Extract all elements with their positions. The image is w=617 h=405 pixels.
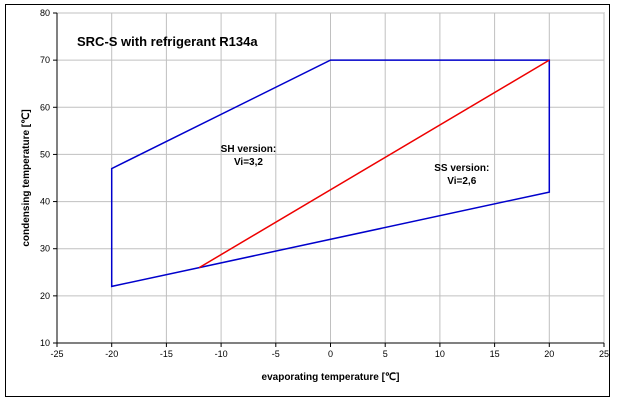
- x-tick-label: 0: [328, 349, 333, 359]
- y-axis-label: condensing temperature [℃]: [21, 109, 32, 246]
- x-tick-label: -20: [105, 349, 118, 359]
- chart-title: SRC-S with refrigerant R134a: [77, 34, 258, 49]
- y-tick-label: 10: [40, 338, 50, 348]
- y-tick-label: 20: [40, 291, 50, 301]
- annotation-label: Vi=2,6: [447, 176, 476, 187]
- x-tick-label: -10: [215, 349, 228, 359]
- annotations: SH version: Vi=3,2 SS version: Vi=2,6: [221, 144, 490, 187]
- envelope-polygon-blue: [110, 59, 551, 288]
- y-tick-label: 40: [40, 197, 50, 207]
- y-tick-label: 50: [40, 149, 50, 159]
- annotation-label: Vi=3,2: [234, 157, 263, 168]
- annotation-label: SS version:: [434, 163, 489, 174]
- divider-line-red: [198, 59, 550, 269]
- x-tick-label: -5: [272, 349, 280, 359]
- series-lines: [110, 59, 551, 288]
- x-tick-label: 5: [383, 349, 388, 359]
- x-tick-label: 10: [435, 349, 445, 359]
- x-tick-label: 20: [544, 349, 554, 359]
- x-tick-label: -15: [160, 349, 173, 359]
- y-tick-label: 80: [40, 8, 50, 18]
- y-tick-label: 60: [40, 102, 50, 112]
- y-tick-label: 30: [40, 244, 50, 254]
- x-tick-label: -25: [50, 349, 63, 359]
- y-tick-label: 70: [40, 55, 50, 65]
- x-tick-label: 25: [599, 349, 609, 359]
- x-tick-label: 15: [490, 349, 500, 359]
- tick-labels: -25 -20 -15 -10 -5 0 5 10 15 20 25 10 20 30 40 50 60 70 80: [40, 8, 609, 359]
- annotation-label: SH version:: [221, 144, 277, 155]
- x-axis-label: evaporating temperature [℃]: [262, 372, 400, 383]
